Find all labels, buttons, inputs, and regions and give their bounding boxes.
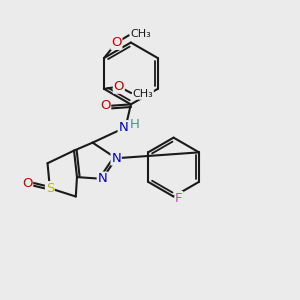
Text: O: O <box>114 80 124 93</box>
Text: S: S <box>46 182 54 195</box>
Text: F: F <box>175 192 183 205</box>
Text: CH₃: CH₃ <box>133 89 153 99</box>
Text: N: N <box>118 121 128 134</box>
Text: O: O <box>22 177 32 190</box>
Text: O: O <box>111 36 122 49</box>
Text: O: O <box>100 99 110 112</box>
Text: H: H <box>130 118 140 131</box>
Text: N: N <box>98 172 107 185</box>
Text: CH₃: CH₃ <box>130 29 151 39</box>
Text: N: N <box>111 152 121 165</box>
